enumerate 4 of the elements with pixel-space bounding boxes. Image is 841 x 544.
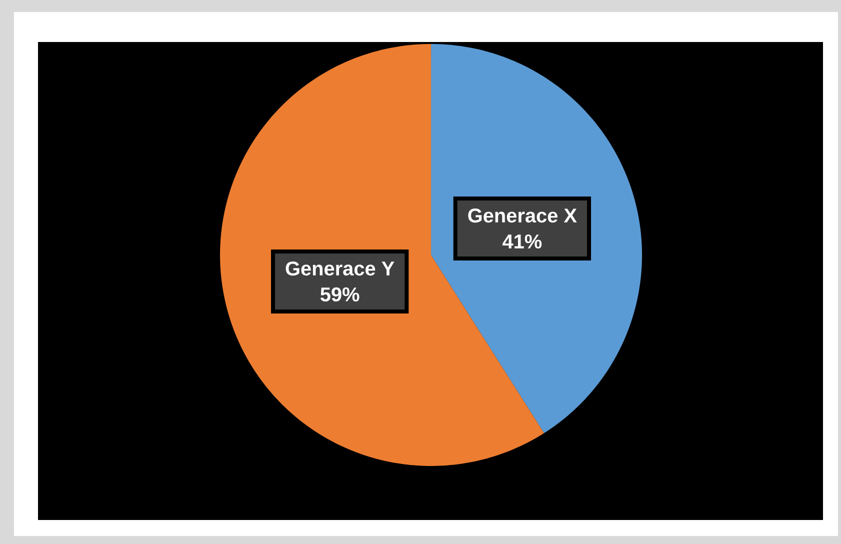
slice-label: Generace Y bbox=[286, 261, 394, 276]
slice-label: Generace X bbox=[468, 208, 577, 223]
data-label: 41% bbox=[502, 234, 542, 248]
data-label: 59% bbox=[320, 287, 360, 302]
